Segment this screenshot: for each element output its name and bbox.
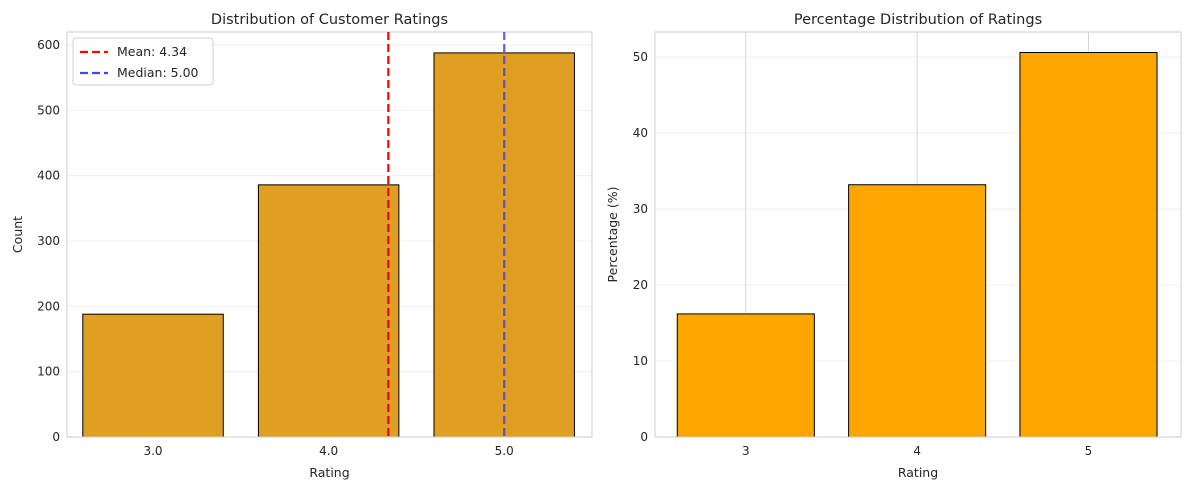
axes-frame [66,31,593,438]
y-axis-label: Percentage (%) [605,187,620,283]
axes-frame [654,31,1182,438]
chart-title: Percentage Distribution of Ratings [794,12,1042,28]
legend-label: Mean: 4.34 [117,44,187,59]
y-tick-label: 300 [37,234,60,248]
bar [1019,52,1158,438]
y-tick-label: 40 [633,126,648,140]
x-tick-label: 5 [1085,444,1093,458]
bar [257,184,400,438]
y-tick-label: 30 [633,202,648,216]
y-tick-label: 200 [37,299,60,313]
y-tick-label: 0 [52,430,60,444]
y-tick-label: 600 [37,38,60,52]
y-tick-label: 500 [37,103,60,117]
legend-label: Median: 5.00 [117,65,199,80]
x-tick-label: 4 [913,444,921,458]
x-tick-label: 3.0 [143,444,162,458]
y-tick-label: 50 [633,50,648,64]
chart-title: Distribution of Customer Ratings [211,12,448,28]
x-axis-label: Rating [309,465,349,480]
bar [676,313,815,438]
y-axis-label: Count [10,216,25,253]
bar [848,184,987,438]
y-tick-label: 20 [633,278,648,292]
y-tick-label: 400 [37,169,60,183]
y-tick-label: 10 [633,354,648,368]
y-tick-label: 100 [37,365,60,379]
x-axis-label: Rating [898,465,938,480]
x-tick-label: 4.0 [319,444,338,458]
y-tick-label: 0 [640,430,648,444]
x-tick-label: 3 [742,444,750,458]
bar [82,313,224,438]
x-tick-label: 5.0 [495,444,514,458]
